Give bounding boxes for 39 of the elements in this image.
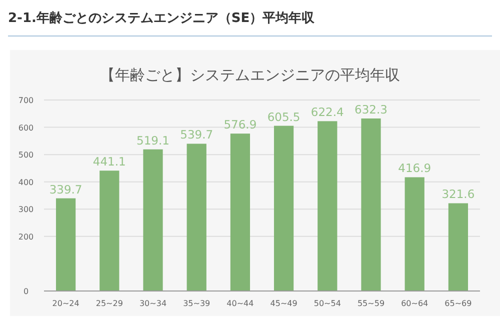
y-tick-label: 200 <box>18 232 34 242</box>
x-tick-label: 60~64 <box>401 299 428 308</box>
y-tick-label: 600 <box>18 123 34 132</box>
x-tick-label: 45~49 <box>270 299 298 308</box>
bar <box>404 177 424 291</box>
data-label: 441.1 <box>92 154 126 169</box>
data-label: 519.1 <box>136 133 170 148</box>
bar <box>143 149 163 291</box>
data-label: 622.4 <box>310 105 344 120</box>
bar <box>361 118 381 291</box>
bar <box>230 134 250 291</box>
y-tick-label: 0 <box>23 287 29 296</box>
data-label: 416.9 <box>398 161 432 176</box>
data-label: 339.7 <box>49 182 82 196</box>
bar <box>318 121 338 291</box>
chart-subtitle: 【年齢ごと】システムエンジニアの平均年収 <box>100 66 400 84</box>
bar <box>274 126 294 291</box>
x-tick-label: 40~44 <box>226 299 254 308</box>
bar <box>186 144 206 291</box>
y-tick-label: 500 <box>18 150 34 160</box>
x-tick-label: 20~24 <box>52 299 80 308</box>
x-tick-label: 50~54 <box>314 299 341 308</box>
y-tick-label: 700 <box>18 96 34 105</box>
data-label: 321.6 <box>442 187 475 202</box>
data-label: 539.7 <box>180 128 214 142</box>
bar <box>100 170 120 291</box>
y-tick-label: 400 <box>18 178 34 187</box>
data-label: 605.5 <box>267 110 300 124</box>
x-tick-label: 35~39 <box>183 299 210 308</box>
x-tick-label: 25~29 <box>96 299 123 308</box>
data-label: 576.9 <box>224 118 257 132</box>
data-label: 632.3 <box>354 102 388 116</box>
x-tick-label: 30~34 <box>139 299 167 308</box>
chart-title: 2-1.年齢ごとのシステムエンジニア（SE）平均年収 <box>8 11 316 26</box>
bar <box>448 203 468 291</box>
bar <box>56 198 76 291</box>
x-tick-label: 65~69 <box>444 299 472 308</box>
y-tick-label: 300 <box>18 205 34 214</box>
x-tick-label: 55~59 <box>357 299 385 308</box>
